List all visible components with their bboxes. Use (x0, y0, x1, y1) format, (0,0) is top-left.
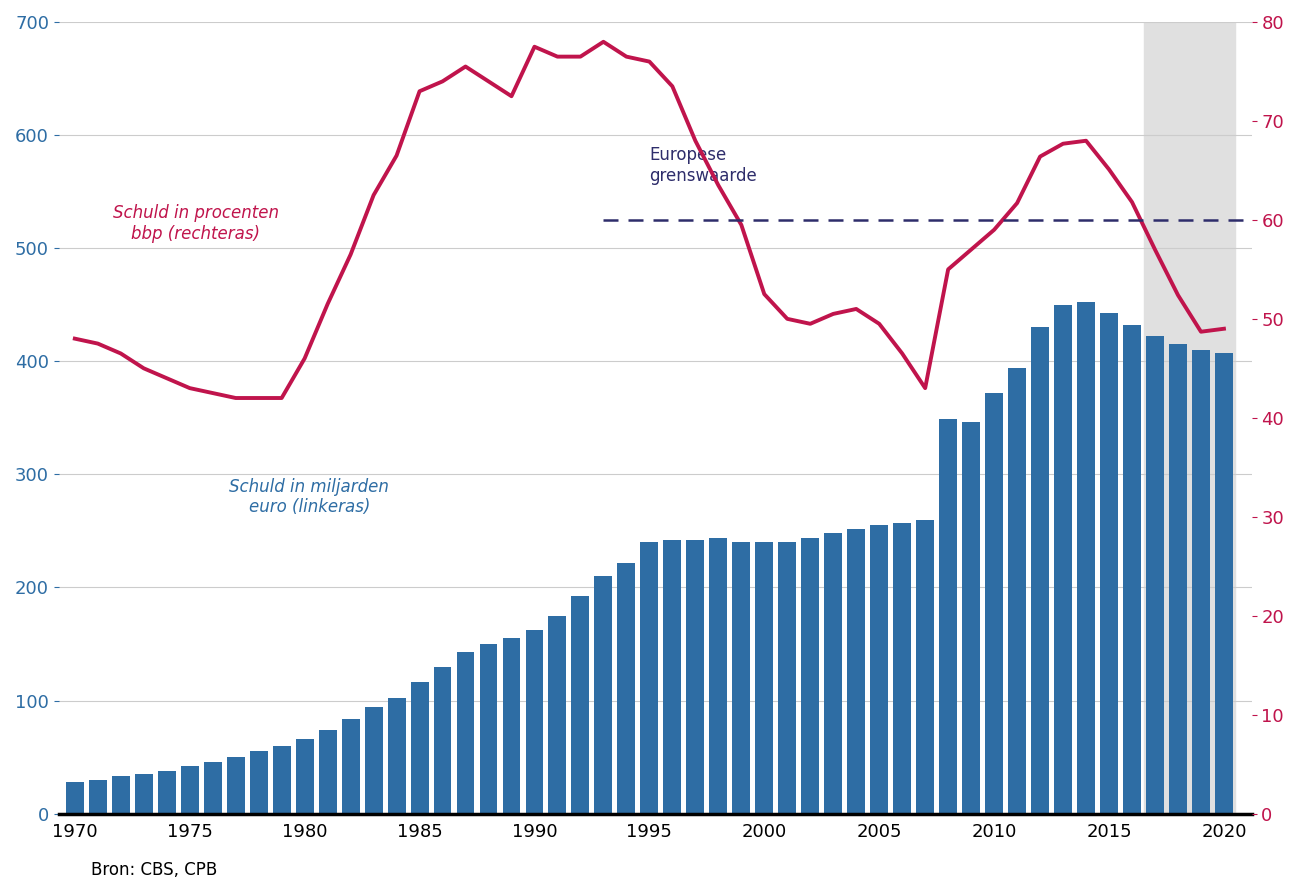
Bar (733, 542, 751, 814)
Bar (1100, 312, 1118, 814)
Bar (181, 766, 199, 814)
Bar (778, 542, 796, 814)
Bar (548, 615, 566, 814)
Bar (434, 666, 452, 814)
Bar (204, 762, 222, 814)
Bar (365, 707, 382, 814)
Bar (1146, 336, 1164, 814)
Bar (1192, 350, 1209, 814)
Bar (227, 757, 244, 814)
Bar (870, 525, 889, 814)
Bar (1008, 368, 1026, 814)
Bar (387, 698, 405, 814)
Bar (273, 746, 291, 814)
Bar (939, 419, 957, 814)
Bar (112, 776, 130, 814)
Bar (318, 730, 336, 814)
Bar (664, 540, 681, 814)
Bar (847, 529, 865, 814)
Bar (686, 540, 704, 814)
Text: Schuld in miljarden
euro (linkeras): Schuld in miljarden euro (linkeras) (230, 477, 390, 516)
Bar (963, 422, 981, 814)
Bar (801, 538, 820, 814)
Bar (595, 576, 612, 814)
Bar (916, 519, 934, 814)
Bar (1169, 344, 1187, 814)
Bar (249, 751, 268, 814)
Bar (1031, 327, 1050, 814)
Bar (296, 739, 313, 814)
Bar (66, 782, 83, 814)
Bar (1143, 22, 1235, 814)
Text: Schuld in procenten
bbp (rechteras): Schuld in procenten bbp (rechteras) (113, 204, 279, 244)
Text: Bron: CBS, CPB: Bron: CBS, CPB (91, 861, 217, 879)
Bar (755, 542, 773, 814)
Bar (1124, 325, 1141, 814)
Bar (342, 719, 360, 814)
Bar (1077, 302, 1095, 814)
Bar (894, 523, 911, 814)
Bar (135, 774, 153, 814)
Bar (709, 538, 727, 814)
Text: Europese
grenswaarde: Europese grenswaarde (650, 146, 757, 186)
Bar (410, 682, 429, 814)
Bar (617, 563, 635, 814)
Bar (456, 652, 474, 814)
Bar (157, 771, 175, 814)
Bar (479, 644, 498, 814)
Bar (1215, 353, 1233, 814)
Bar (640, 542, 659, 814)
Bar (572, 597, 590, 814)
Bar (88, 780, 107, 814)
Bar (503, 639, 521, 814)
Bar (526, 631, 543, 814)
Bar (985, 392, 1003, 814)
Bar (825, 533, 842, 814)
Bar (1053, 305, 1072, 814)
